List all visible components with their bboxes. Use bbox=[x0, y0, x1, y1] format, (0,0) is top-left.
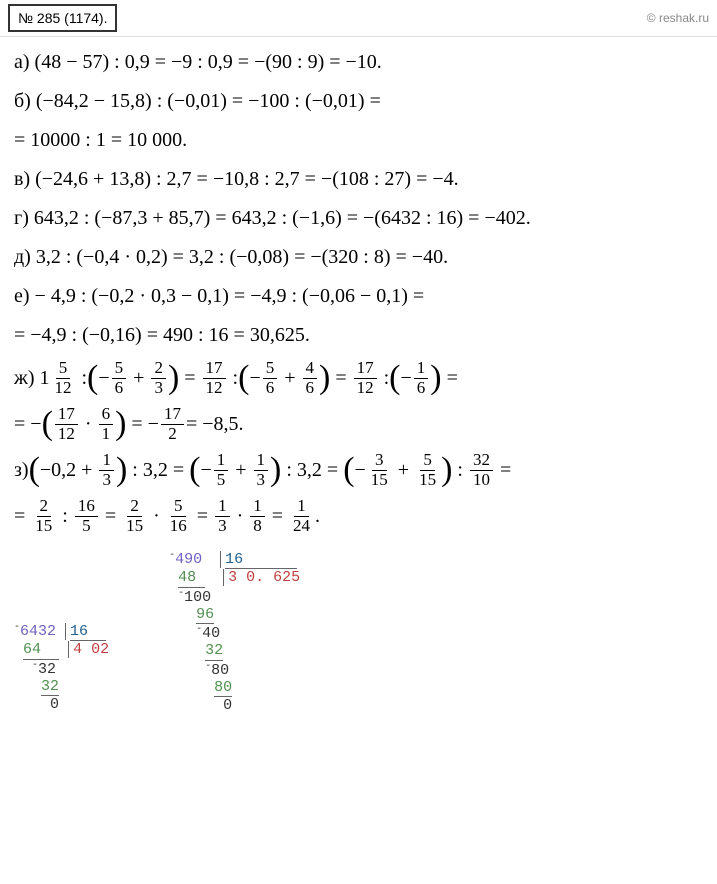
line-a: а) (48 − 57) : 0,9 = −9 : 0,9 = −(90 : 9… bbox=[14, 43, 703, 82]
line-v: в) (−24,6 + 13,8) : 2,7 = −10,8 : 2,7 = … bbox=[14, 160, 703, 199]
line-g: г) 643,2 : (−87,3 + 85,7) = 643,2 : (−1,… bbox=[14, 199, 703, 238]
line-b2: = 10000 : 1 = 10 000. bbox=[14, 121, 703, 160]
long-division-2: -490 16 48 3 0. 625 -100 96 -40 32 -80 8… bbox=[169, 550, 300, 714]
long-division-section: -6432 16 64 4 02 -32 32 0 -490 16 48 3 0… bbox=[0, 550, 717, 714]
line-zh1: ж) 1 512 : ( − 56 + 23 ) = 1712 : ( − 56… bbox=[14, 355, 703, 401]
site-credit: © reshak.ru bbox=[647, 11, 709, 25]
line-zh2: = − ( 1712 · 61 ) = − 172 = −8,5. bbox=[14, 401, 703, 447]
line-z2: = 215 : 165 = 215 · 516 = 13 · 18 = 124 … bbox=[14, 493, 703, 539]
line-b1: б) (−84,2 − 15,8) : (−0,01) = −100 : (−0… bbox=[14, 82, 703, 121]
problem-number: № 285 (1174). bbox=[8, 4, 117, 32]
math-content: а) (48 − 57) : 0,9 = −9 : 0,9 = −(90 : 9… bbox=[0, 37, 717, 545]
line-z1: з) ( −0,2 + 13 ) : 3,2 = ( − 15 + 13 ) :… bbox=[14, 447, 703, 493]
line-e1: е) − 4,9 : (−0,2 · 0,3 − 0,1) = −4,9 : (… bbox=[14, 277, 703, 316]
line-d: д) 3,2 : (−0,4 · 0,2) = 3,2 : (−0,08) = … bbox=[14, 238, 703, 277]
long-division-1: -6432 16 64 4 02 -32 32 0 bbox=[14, 622, 109, 714]
line-e2: = −4,9 : (−0,16) = 490 : 16 = 30,625. bbox=[14, 316, 703, 355]
header: № 285 (1174). © reshak.ru bbox=[0, 0, 717, 37]
